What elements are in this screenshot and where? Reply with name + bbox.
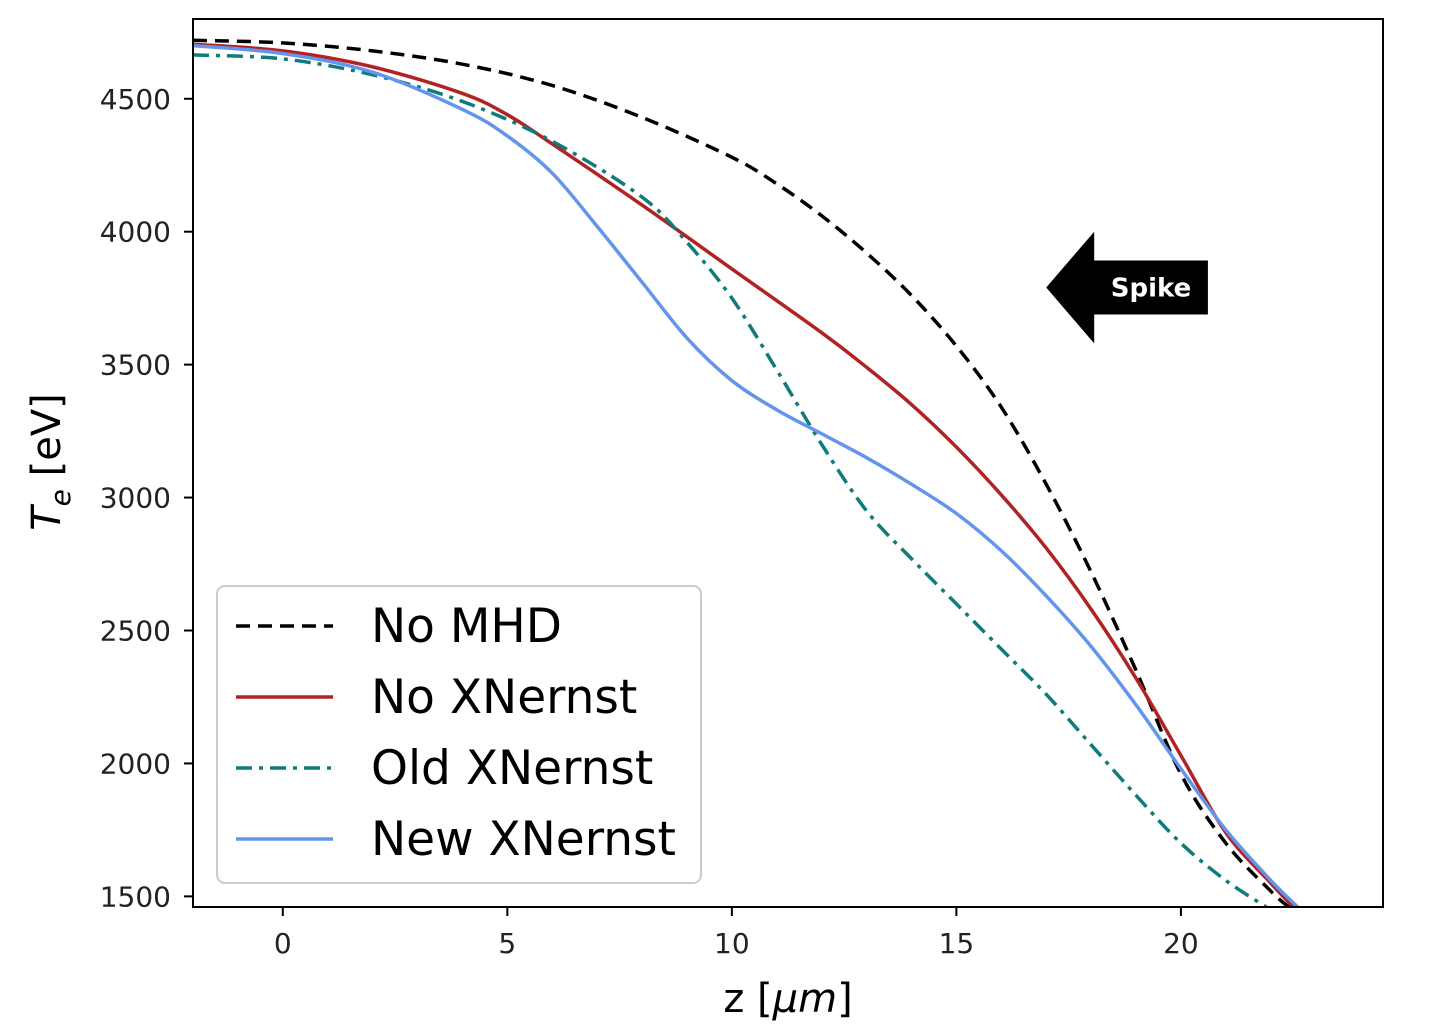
y-tick-label: 3000 <box>100 482 171 515</box>
spike-label: Spike <box>1111 274 1191 304</box>
y-axis-title-main: T <box>24 503 70 531</box>
x-tick-label: 15 <box>939 927 975 960</box>
x-tick-label: 0 <box>274 927 292 960</box>
y-tick-label: 2000 <box>100 747 171 780</box>
series-line-no-xnernst <box>193 42 1295 907</box>
spike-annotation: Spike <box>1046 231 1208 344</box>
y-tick-label: 4000 <box>100 216 171 249</box>
y-axis-ticks: 1500 2000 2500 3000 3500 4000 4500 <box>100 83 193 913</box>
legend: No MHD No XNernst Old XNernst New XNernst <box>216 585 702 884</box>
series-line-new-xnernst <box>193 43 1299 907</box>
series-line-old-xnernst <box>193 53 1268 907</box>
legend-label-no-mhd: No MHD <box>371 599 562 654</box>
x-axis-title-unit: μm <box>772 976 837 1022</box>
x-tick-label: 10 <box>714 927 750 960</box>
plot-frame <box>192 18 1384 908</box>
y-tick-label: 2500 <box>100 614 171 647</box>
y-axis-title-unit: [eV] <box>24 393 70 489</box>
y-axis-title-sub: e <box>44 489 77 506</box>
legend-label-no-xnernst: No XNernst <box>371 670 637 725</box>
legend-box <box>216 585 702 884</box>
legend-label-new-xnernst: New XNernst <box>371 812 676 867</box>
spike-arrow-icon <box>1046 231 1208 344</box>
x-axis-title-end: ] <box>837 976 853 1022</box>
legend-entries: No MHD No XNernst Old XNernst New XNernst <box>236 599 676 867</box>
series-line-no-mhd <box>193 38 1290 907</box>
x-axis-title: z [μm] <box>723 976 852 1022</box>
x-axis-title-main: z [ <box>723 976 772 1022</box>
x-axis-ticks: 0 5 10 15 20 <box>274 907 1199 960</box>
y-tick-label: 3500 <box>100 349 171 382</box>
y-tick-label: 1500 <box>100 880 171 913</box>
x-tick-label: 20 <box>1163 927 1199 960</box>
y-tick-label: 4500 <box>100 83 171 116</box>
y-axis-title: Te [eV] <box>24 393 77 531</box>
x-tick-label: 5 <box>498 927 516 960</box>
legend-label-old-xnernst: Old XNernst <box>371 741 653 796</box>
series-layer <box>193 38 1299 907</box>
